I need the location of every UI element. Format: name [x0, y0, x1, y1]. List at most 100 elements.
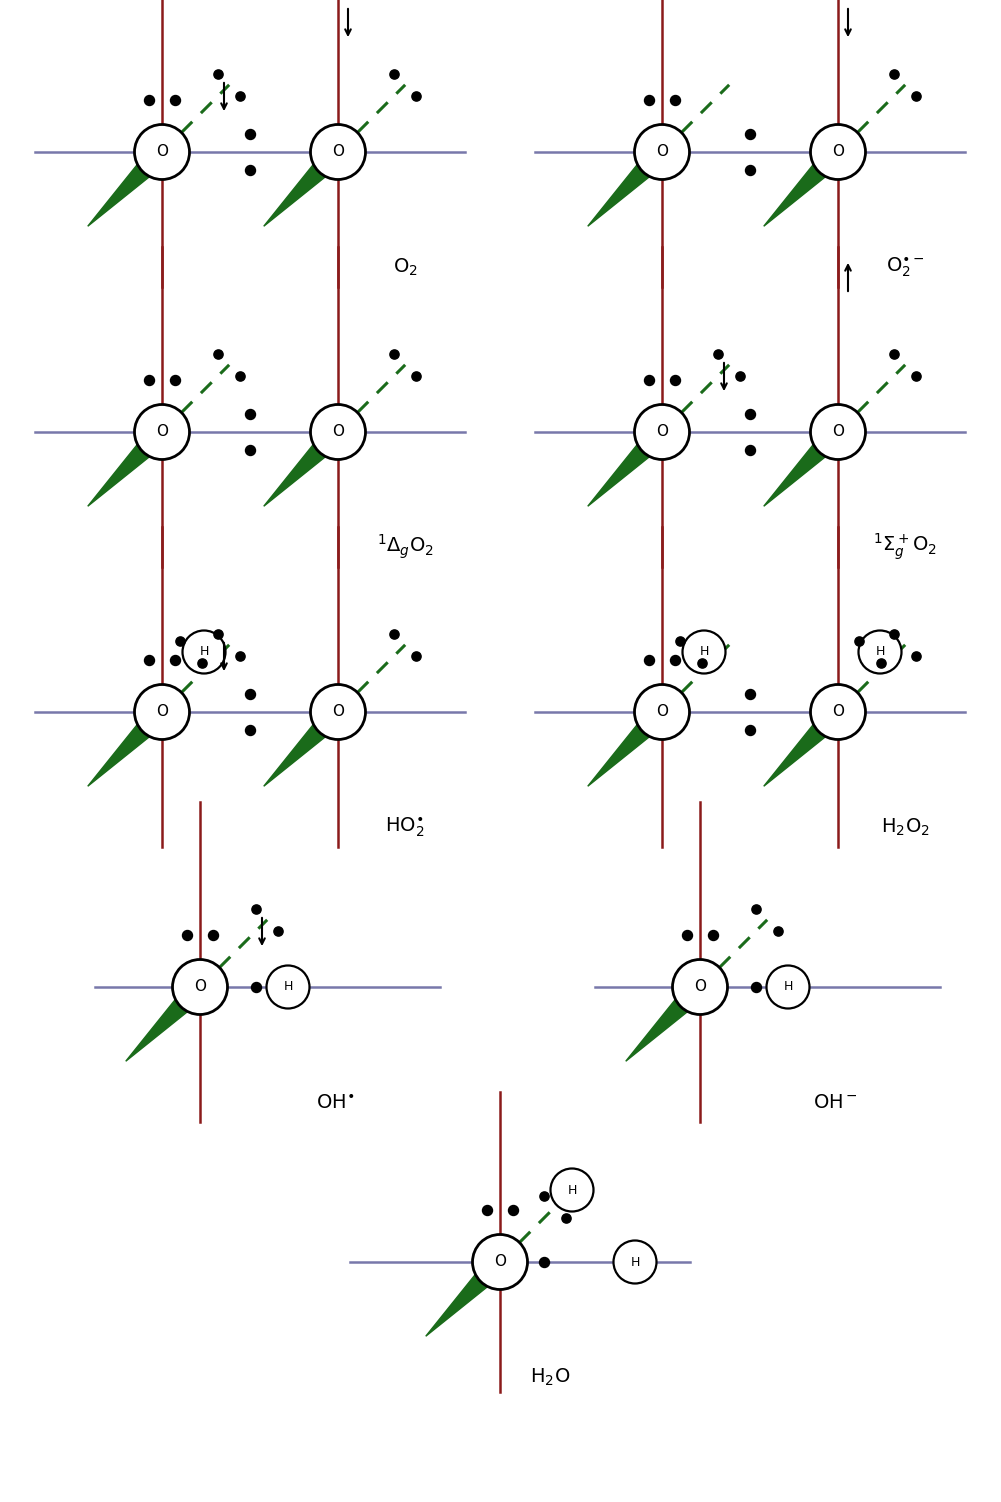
Point — [641, 647, 657, 671]
Polygon shape — [764, 424, 846, 506]
Point — [770, 919, 786, 943]
Point — [167, 647, 183, 671]
Point — [479, 1199, 495, 1223]
Polygon shape — [88, 704, 170, 786]
Circle shape — [134, 404, 189, 460]
Point — [694, 650, 710, 674]
Circle shape — [551, 1169, 594, 1212]
Point — [242, 158, 258, 182]
Point — [505, 1199, 521, 1223]
Point — [141, 647, 157, 671]
Text: O: O — [194, 979, 206, 994]
Text: O: O — [656, 144, 668, 159]
Point — [748, 897, 764, 921]
Point — [172, 629, 188, 653]
Point — [886, 62, 902, 86]
Text: O: O — [494, 1254, 506, 1269]
Text: O: O — [656, 704, 668, 719]
Text: $^1\Delta_g$O$_2$: $^1\Delta_g$O$_2$ — [376, 533, 433, 562]
Point — [141, 89, 157, 113]
Point — [667, 368, 683, 392]
Point — [408, 84, 424, 108]
Point — [242, 718, 258, 742]
Point — [886, 342, 902, 366]
Point — [242, 403, 258, 427]
Polygon shape — [263, 144, 346, 227]
Circle shape — [310, 685, 365, 739]
Point — [141, 368, 157, 392]
Text: H: H — [700, 646, 709, 658]
Point — [242, 122, 258, 146]
Point — [710, 342, 726, 366]
Point — [536, 1184, 552, 1208]
Circle shape — [310, 404, 365, 460]
Circle shape — [172, 960, 227, 1014]
Text: H$_2$O: H$_2$O — [530, 1367, 571, 1388]
Point — [248, 975, 264, 999]
Point — [908, 363, 924, 388]
Point — [742, 158, 758, 182]
Text: O$_2^{\bullet-}$: O$_2^{\bullet-}$ — [886, 255, 924, 279]
Polygon shape — [764, 704, 846, 786]
Point — [851, 629, 867, 653]
Point — [742, 439, 758, 463]
Point — [167, 368, 183, 392]
Point — [270, 919, 286, 943]
Text: O: O — [156, 425, 168, 440]
Circle shape — [811, 125, 866, 180]
Point — [908, 84, 924, 108]
Circle shape — [673, 960, 728, 1014]
Polygon shape — [588, 704, 670, 786]
Point — [679, 924, 695, 948]
Point — [641, 89, 657, 113]
Circle shape — [635, 404, 690, 460]
Text: H$_2$O$_2$: H$_2$O$_2$ — [881, 817, 930, 838]
Circle shape — [472, 1235, 528, 1290]
Text: HO$_2^{\bullet}$: HO$_2^{\bullet}$ — [385, 816, 424, 838]
Text: H: H — [199, 646, 208, 658]
Point — [641, 368, 657, 392]
Text: O: O — [332, 704, 344, 719]
Point — [408, 644, 424, 668]
Text: O: O — [832, 425, 844, 440]
Circle shape — [635, 125, 690, 180]
Text: O: O — [656, 425, 668, 440]
Point — [873, 650, 889, 674]
Point — [908, 644, 924, 668]
Point — [886, 622, 902, 646]
Point — [205, 924, 221, 948]
Point — [386, 62, 402, 86]
Point — [386, 342, 402, 366]
Polygon shape — [764, 144, 846, 227]
Polygon shape — [88, 424, 170, 506]
Point — [386, 622, 402, 646]
Point — [210, 62, 226, 86]
Text: OH$^-$: OH$^-$ — [813, 1092, 858, 1111]
Text: H: H — [784, 981, 793, 993]
Circle shape — [811, 685, 866, 739]
Text: O: O — [332, 425, 344, 440]
Point — [167, 89, 183, 113]
Point — [232, 84, 248, 108]
Circle shape — [266, 966, 309, 1008]
Point — [232, 644, 248, 668]
Polygon shape — [626, 979, 708, 1062]
Text: OH$^{\bullet}$: OH$^{\bullet}$ — [315, 1092, 354, 1111]
Circle shape — [134, 125, 189, 180]
Point — [232, 363, 248, 388]
Text: $^1\Sigma_g^+$O$_2$: $^1\Sigma_g^+$O$_2$ — [873, 532, 937, 562]
Circle shape — [614, 1241, 657, 1284]
Point — [536, 1250, 552, 1274]
Circle shape — [182, 631, 225, 673]
Text: O: O — [832, 144, 844, 159]
Point — [748, 975, 764, 999]
Polygon shape — [588, 424, 670, 506]
Circle shape — [635, 685, 690, 739]
Point — [179, 924, 195, 948]
Circle shape — [859, 631, 902, 673]
Point — [732, 363, 748, 388]
Text: O: O — [332, 144, 344, 159]
Polygon shape — [126, 979, 208, 1062]
Point — [242, 682, 258, 706]
Polygon shape — [263, 424, 346, 506]
